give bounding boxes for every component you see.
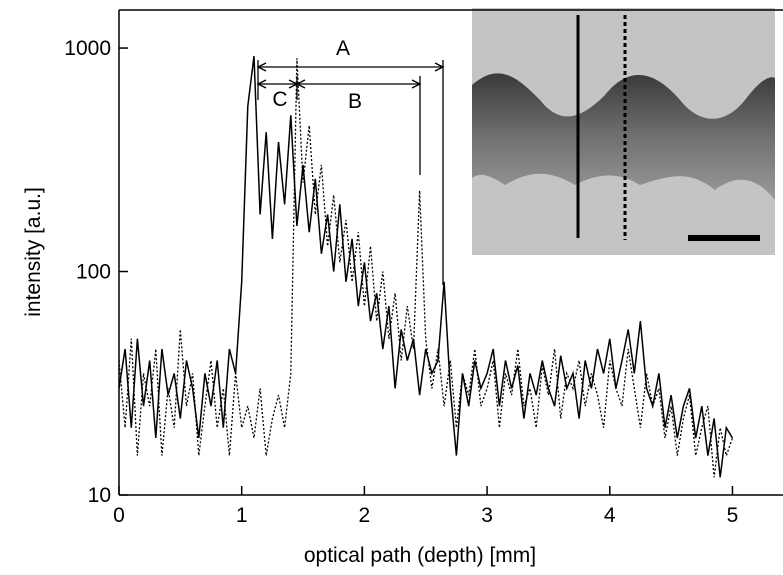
x-tick-label: 5 <box>727 504 739 527</box>
annotation-arrows <box>256 60 445 285</box>
annotation-label: C <box>272 88 287 111</box>
data-line <box>118 58 734 478</box>
inset-image <box>472 8 775 255</box>
y-tick-label: 1000 <box>64 37 111 60</box>
x-tick-label: 2 <box>359 504 371 527</box>
y-axis-label: intensity [a.u.] <box>22 187 45 317</box>
y-tick-label: 100 <box>76 261 111 284</box>
x-tick-label: 1 <box>236 504 248 527</box>
y-tick-label: 10 <box>88 484 111 507</box>
x-tick-label: 4 <box>604 504 616 527</box>
x-axis-label: optical path (depth) [mm] <box>304 544 536 567</box>
annotation-label: A <box>336 37 350 60</box>
x-tick-label: 3 <box>481 504 493 527</box>
axes-frame <box>118 9 783 496</box>
annotation-label: B <box>348 90 362 113</box>
x-tick-label: 0 <box>113 504 125 527</box>
